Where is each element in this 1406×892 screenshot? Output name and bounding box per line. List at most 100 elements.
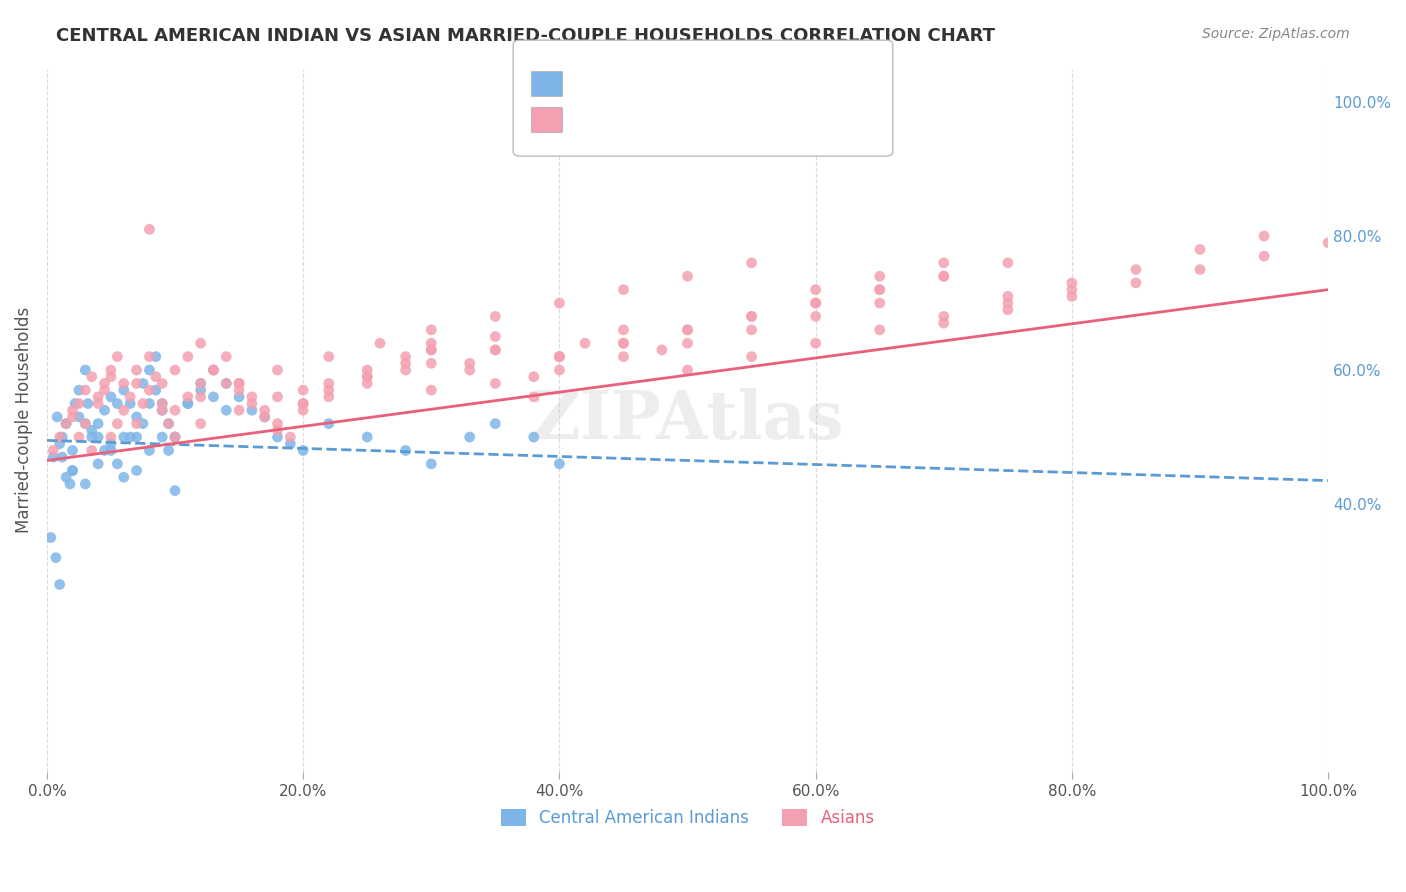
Point [145,350,167,364]
Point [741,350,763,364]
Point [278,436,301,450]
Point [266,417,288,431]
Point [215,376,238,391]
Point [138,443,160,458]
Point [202,390,225,404]
Point [45,550,67,565]
Point [67,409,90,424]
Point [215,376,238,391]
Point [253,409,276,424]
Point [100,363,122,377]
Point [202,363,225,377]
Point [93,443,115,458]
Point [548,296,571,310]
Text: R = 0.678   N = 146: R = 0.678 N = 146 [541,112,731,129]
Point [80,369,103,384]
Point [676,323,699,337]
Point [1188,262,1211,277]
Point [228,376,250,391]
Point [87,396,110,410]
Point [356,369,378,384]
Point [48,430,70,444]
Point [278,430,301,444]
Point [150,396,173,410]
Point [318,350,340,364]
Point [112,376,135,391]
Point [163,483,186,498]
Point [356,376,378,391]
Point [395,363,418,377]
Point [59,477,82,491]
Point [484,329,506,343]
Point [676,336,699,351]
Point [112,383,135,397]
Point [93,383,115,397]
Point [39,531,62,545]
Point [932,269,955,284]
Point [869,283,891,297]
Point [42,450,65,464]
Point [228,403,250,417]
Point [458,363,481,377]
Point [318,376,340,391]
Point [77,396,100,410]
Point [190,390,212,404]
Point [1253,229,1275,244]
Point [932,269,955,284]
Point [105,350,128,364]
Point [62,464,84,478]
Point [804,296,827,310]
Point [804,296,827,310]
Point [548,350,571,364]
Point [356,430,378,444]
Point [804,336,827,351]
Point [150,430,173,444]
Point [125,430,148,444]
Point [1060,283,1083,297]
Point [67,430,90,444]
Point [1188,243,1211,257]
Point [51,450,73,464]
Point [1253,249,1275,263]
Point [266,363,288,377]
Point [368,336,391,351]
Point [484,343,506,357]
Point [177,350,200,364]
Legend: Central American Indians, Asians: Central American Indians, Asians [494,803,882,834]
Point [318,417,340,431]
Point [100,369,122,384]
Point [484,376,506,391]
Point [484,343,506,357]
Point [190,383,212,397]
Point [125,363,148,377]
Point [138,396,160,410]
Point [869,296,891,310]
Point [105,417,128,431]
Point [741,256,763,270]
Point [150,376,173,391]
Point [240,396,263,410]
Point [177,396,200,410]
Point [80,443,103,458]
Point [484,310,506,324]
Point [112,430,135,444]
Point [67,383,90,397]
Point [240,390,263,404]
Text: Source: ZipAtlas.com: Source: ZipAtlas.com [1202,27,1350,41]
Point [75,477,97,491]
Point [612,283,634,297]
Point [125,409,148,424]
Point [48,436,70,450]
Point [145,369,167,384]
Point [163,430,186,444]
Point [125,376,148,391]
Point [87,430,110,444]
Point [55,417,77,431]
Point [51,430,73,444]
Point [120,430,142,444]
Point [932,316,955,330]
Point [318,390,340,404]
Point [138,222,160,236]
Point [869,323,891,337]
Point [253,403,276,417]
